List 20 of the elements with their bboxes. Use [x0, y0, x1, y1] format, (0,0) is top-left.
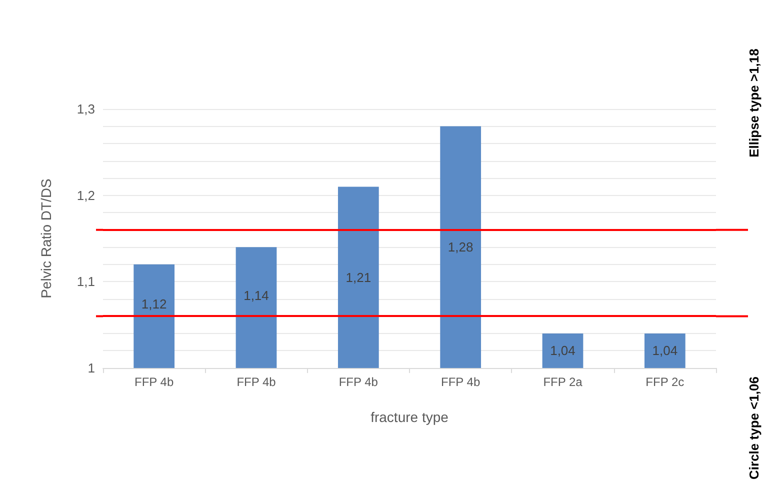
x-tick-label: FFP 4b: [441, 375, 480, 389]
y-tick-label: 1,1: [76, 274, 95, 290]
data-label: 1,14: [244, 288, 269, 304]
data-label: 1,12: [141, 296, 167, 312]
y-axis-title: Pelvic Ratio DT/DS: [38, 178, 54, 298]
x-tick-label: FFP 4b: [236, 375, 276, 389]
y-tick-label: 1,3: [76, 102, 95, 116]
text: Ellipse type >1,18: [746, 48, 762, 158]
x-axis-title: fracture type: [370, 409, 449, 425]
y-tick-label: 1: [88, 360, 95, 376]
x-tick-label: FFP 2a: [543, 375, 583, 389]
data-label: 1,04: [652, 343, 678, 358]
data-label: 1,21: [346, 270, 372, 285]
y-tick-label: 1,2: [76, 188, 95, 203]
data-label: 1,28: [448, 240, 474, 255]
x-tick-label: FFP 2c: [646, 375, 684, 389]
data-label: 1,04: [550, 343, 576, 358]
x-tick-label: FFP 4b: [134, 375, 174, 389]
x-tick-label: FFP 4b: [338, 375, 378, 389]
text: Circle type <1,06: [746, 376, 762, 480]
